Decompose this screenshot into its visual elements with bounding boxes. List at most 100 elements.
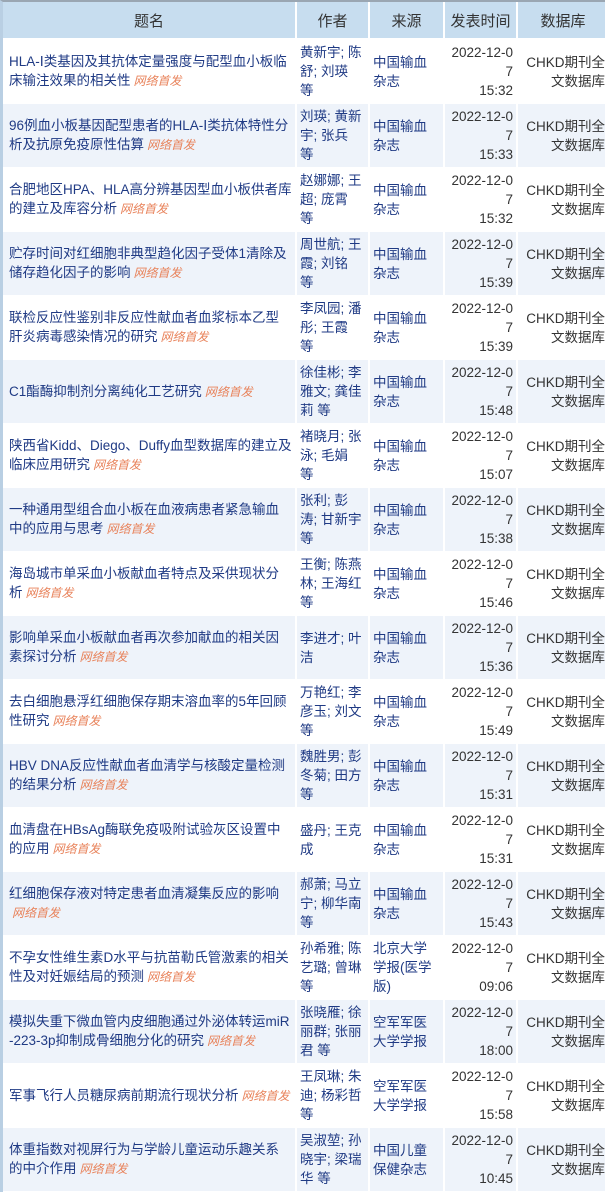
publish-time: 15:58 <box>479 1107 513 1122</box>
author-cell[interactable]: 黄新宇; 陈舒; 刘瑛 等 <box>297 40 368 104</box>
article-title-link[interactable]: C1酯酶抑制剂分离纯化工艺研究 <box>9 383 202 399</box>
article-title-link[interactable]: 陕西省Kidd、Diego、Duffy血型数据库的建立及临床应用研究 <box>9 438 292 472</box>
publish-time: 15:32 <box>479 83 513 98</box>
header-db[interactable]: 数据库 <box>518 2 605 40</box>
source-link[interactable]: 中国输血杂志 <box>370 232 443 296</box>
article-title-link[interactable]: 影响单采血小板献血者再次参加献血的相关因素探讨分析 <box>9 630 279 664</box>
author-cell[interactable]: 魏胜男; 彭冬菊; 田方 等 <box>297 744 368 808</box>
source-link[interactable]: 中国输血杂志 <box>370 104 443 168</box>
article-title-link[interactable]: 联检反应性鉴别非反应性献血者血浆标本乙型肝炎病毒感染情况的研究 <box>9 310 279 344</box>
table-row: 一种通用型组合血小板在血液病患者紧急输血中的应用与思考 网络首发 张利; 彭涛; 甘… <box>3 488 605 552</box>
source-link[interactable]: 中国儿童保健杂志 <box>370 1128 443 1192</box>
online-first-badge: 网络首发 <box>133 266 182 280</box>
source-link[interactable]: 中国输血杂志 <box>370 488 443 552</box>
source-link[interactable]: 北京大学学报(医学版) <box>370 936 443 1000</box>
title-cell: 体重指数对视屏行为与学龄儿童运动乐趣关系的中介作用 网络首发 <box>3 1128 295 1192</box>
article-title-link[interactable]: HBV DNA反应性献血者血清学与核酸定量检测的结果分析 <box>9 758 286 792</box>
header-title[interactable]: 题名 <box>3 2 295 40</box>
article-title-link[interactable]: 一种通用型组合血小板在血液病患者紧急输血中的应用与思考 <box>9 502 279 536</box>
article-title-link[interactable]: 贮存时间对红细胞非典型趋化因子受体1清除及储存趋化因子的影响 <box>9 246 287 280</box>
publish-date: 2022-12-07 <box>451 685 513 719</box>
publish-date: 2022-12-07 <box>451 621 513 655</box>
source-link[interactable]: 中国输血杂志 <box>370 360 443 424</box>
source-link[interactable]: 空军军医大学学报 <box>370 1064 443 1128</box>
publish-date: 2022-12-07 <box>451 941 513 975</box>
online-first-badge: 网络首发 <box>106 522 155 536</box>
publish-date: 2022-12-07 <box>451 813 513 847</box>
table-row: 合肥地区HPA、HLA高分辨基因型血小板供者库的建立及库容分析 网络首发 赵娜娜; … <box>3 168 605 232</box>
header-source[interactable]: 来源 <box>370 2 443 40</box>
online-first-badge: 网络首发 <box>79 778 128 792</box>
title-cell: HBV DNA反应性献血者血清学与核酸定量检测的结果分析 网络首发 <box>3 744 295 808</box>
source-link[interactable]: 中国输血杂志 <box>370 40 443 104</box>
article-title-link[interactable]: HLA-Ⅰ类基因及其抗体定量强度与配型血小板临床输注效果的相关性 <box>9 54 287 88</box>
database-cell: CHKD期刊全文数据库 <box>518 296 605 360</box>
article-title-link[interactable]: 红细胞保存液对特定患者血清凝集反应的影响 <box>9 886 279 901</box>
publish-date: 2022-12-07 <box>451 109 513 143</box>
author-cell[interactable]: 郝萧; 马立宁; 柳华南 等 <box>297 872 368 936</box>
table-row: HLA-Ⅰ类基因及其抗体定量强度与配型血小板临床输注效果的相关性 网络首发 黄新宇;… <box>3 40 605 104</box>
publish-date: 2022-12-07 <box>451 301 513 335</box>
author-cell[interactable]: 盛丹; 王克成 <box>297 808 368 872</box>
date-cell: 2022-12-07 15:38 <box>445 488 516 552</box>
author-cell[interactable]: 孙希雅; 陈艺璐; 曾琳 等 <box>297 936 368 1000</box>
source-link[interactable]: 空军军医大学学报 <box>370 1000 443 1064</box>
source-link[interactable]: 中国输血杂志 <box>370 872 443 936</box>
source-link[interactable]: 中国输血杂志 <box>370 424 443 488</box>
article-title-link[interactable]: 海岛城市单采血小板献血者特点及采供现状分析 <box>9 566 279 600</box>
online-first-badge: 网络首发 <box>241 1088 290 1103</box>
author-cell[interactable]: 李进才; 叶洁 <box>297 616 368 680</box>
table-row: 血清盘在HBsAg酶联免疫吸附试验灰区设置中的应用 网络首发 盛丹; 王克成 中国输血… <box>3 808 605 872</box>
author-cell[interactable]: 赵娜娜; 王超; 庞霄 等 <box>297 168 368 232</box>
publish-time: 15:33 <box>479 147 513 162</box>
article-title-link[interactable]: 体重指数对视屏行为与学龄儿童运动乐趣关系的中介作用 <box>9 1142 279 1176</box>
author-cell[interactable]: 李凤园; 潘彤; 王霞 等 <box>297 296 368 360</box>
database-cell: CHKD期刊全文数据库 <box>518 872 605 936</box>
author-cell[interactable]: 张晓雁; 徐丽群; 张丽君 等 <box>297 1000 368 1064</box>
author-cell[interactable]: 褚晓月; 张泳; 毛娟 等 <box>297 424 368 488</box>
author-cell[interactable]: 徐佳彬; 李雅文; 龚佳莉 等 <box>297 360 368 424</box>
article-title-link[interactable]: 合肥地区HPA、HLA高分辨基因型血小板供者库的建立及库容分析 <box>9 182 292 216</box>
header-author[interactable]: 作者 <box>297 2 368 40</box>
publish-date: 2022-12-07 <box>451 877 513 911</box>
author-cell[interactable]: 吴淑堃; 孙晓宇; 梁瑞华 等 <box>297 1128 368 1192</box>
title-cell: 红细胞保存液对特定患者血清凝集反应的影响网络首发 <box>3 872 295 936</box>
author-cell[interactable]: 王凤琳; 朱迪; 杨彩哲 等 <box>297 1064 368 1128</box>
publish-time: 15:49 <box>479 723 513 738</box>
author-cell[interactable]: 张利; 彭涛; 甘新宇 等 <box>297 488 368 552</box>
publish-date: 2022-12-07 <box>451 365 513 399</box>
online-first-badge: 网络首发 <box>52 714 101 728</box>
date-cell: 2022-12-07 15:58 <box>445 1064 516 1128</box>
title-cell: 海岛城市单采血小板献血者特点及采供现状分析 网络首发 <box>3 552 295 616</box>
publish-date: 2022-12-07 <box>451 45 513 79</box>
date-cell: 2022-12-07 18:00 <box>445 1000 516 1064</box>
title-cell: 去白细胞悬浮红细胞保存期末溶血率的5年回顾性研究 网络首发 <box>3 680 295 744</box>
title-cell: 一种通用型组合血小板在血液病患者紧急输血中的应用与思考 网络首发 <box>3 488 295 552</box>
author-cell[interactable]: 刘瑛; 黄新宇; 张兵 等 <box>297 104 368 168</box>
header-date[interactable]: 发表时间 <box>445 2 516 40</box>
publish-date: 2022-12-07 <box>451 493 513 527</box>
table-row: 联检反应性鉴别非反应性献血者血浆标本乙型肝炎病毒感染情况的研究 网络首发 李凤园; … <box>3 296 605 360</box>
title-cell: C1酯酶抑制剂分离纯化工艺研究 网络首发 <box>3 360 295 424</box>
article-title-link[interactable]: 血清盘在HBsAg酶联免疫吸附试验灰区设置中的应用 <box>9 822 281 856</box>
source-link[interactable]: 中国输血杂志 <box>370 296 443 360</box>
online-first-badge: 网络首发 <box>93 458 142 472</box>
author-cell[interactable]: 王衡; 陈燕林; 王海红 等 <box>297 552 368 616</box>
source-link[interactable]: 中国输血杂志 <box>370 680 443 744</box>
article-title-link[interactable]: 去白细胞悬浮红细胞保存期末溶血率的5年回顾性研究 <box>9 694 287 728</box>
online-first-badge: 网络首发 <box>25 586 74 600</box>
source-link[interactable]: 中国输血杂志 <box>370 808 443 872</box>
source-link[interactable]: 中国输血杂志 <box>370 744 443 808</box>
article-title-link[interactable]: 96例血小板基因配型患者的HLA-Ⅰ类抗体特性分析及抗原免疫原性估算 <box>9 118 289 152</box>
online-first-badge: 网络首发 <box>204 384 253 399</box>
online-first-badge: 网络首发 <box>160 330 209 344</box>
table-row: 影响单采血小板献血者再次参加献血的相关因素探讨分析 网络首发 李进才; 叶洁 中国输血… <box>3 616 605 680</box>
source-link[interactable]: 中国输血杂志 <box>370 552 443 616</box>
database-cell: CHKD期刊全文数据库 <box>518 360 605 424</box>
title-cell: 影响单采血小板献血者再次参加献血的相关因素探讨分析 网络首发 <box>3 616 295 680</box>
author-cell[interactable]: 周世航; 王霞; 刘铭 等 <box>297 232 368 296</box>
source-link[interactable]: 中国输血杂志 <box>370 616 443 680</box>
source-link[interactable]: 中国输血杂志 <box>370 168 443 232</box>
author-cell[interactable]: 万艳红; 李彦玉; 刘文 等 <box>297 680 368 744</box>
article-title-link[interactable]: 军事飞行人员糖尿病前期流行现状分析 <box>9 1087 239 1103</box>
